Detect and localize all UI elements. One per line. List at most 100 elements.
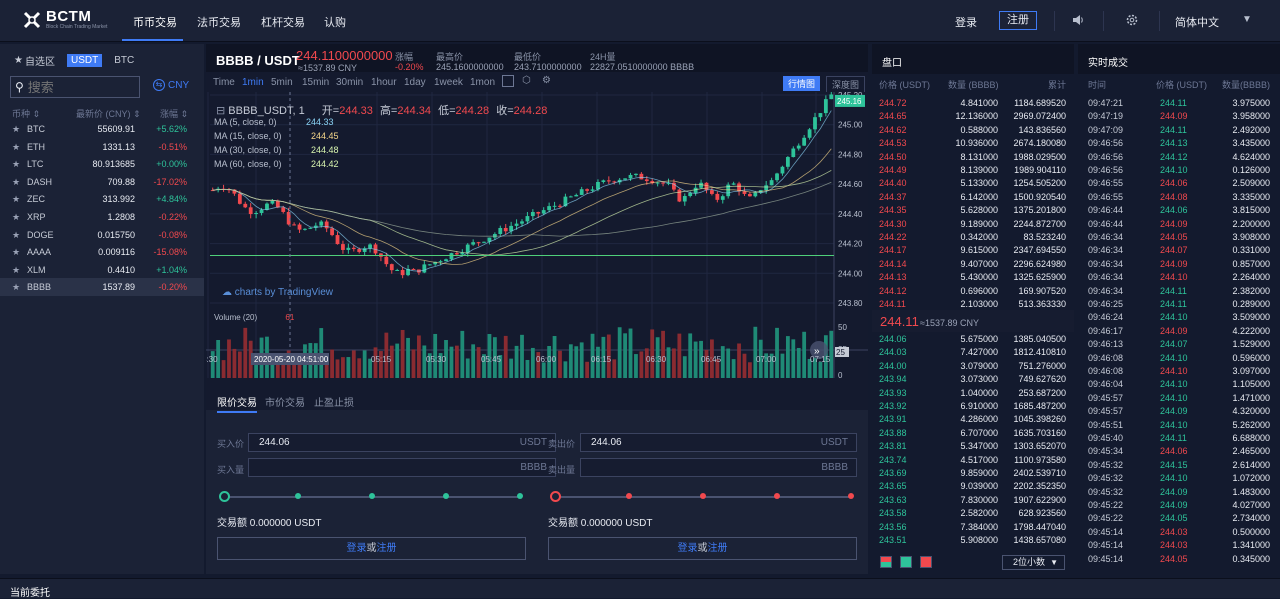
- book-bids-icon[interactable]: [900, 556, 912, 568]
- sell-price-field[interactable]: 244.06 USDT: [580, 433, 857, 452]
- settings-icon[interactable]: ⚙: [542, 75, 551, 86]
- buy-register-link[interactable]: 注册: [376, 543, 397, 554]
- price-chart[interactable]: 245.20245.00244.80244.60244.40244.20244.…: [206, 92, 868, 390]
- language-select[interactable]: 简体中文: [1175, 17, 1219, 29]
- bid-row[interactable]: 243.63 7.830000 1907.622900: [872, 493, 1074, 506]
- current-orders-title[interactable]: 当前委托: [10, 588, 50, 599]
- buy-slider-knob[interactable]: [219, 491, 230, 502]
- sell-qty-field[interactable]: BBBB: [580, 458, 857, 477]
- interval-1min[interactable]: 1min: [242, 77, 264, 88]
- bid-row[interactable]: 243.69 9.859000 2402.539710: [872, 466, 1074, 479]
- ask-row[interactable]: 244.35 5.628000 1375.201800: [872, 203, 1074, 216]
- ask-row[interactable]: 244.11 2.103000 513.363330: [872, 297, 1074, 310]
- bid-row[interactable]: 244.00 3.079000 751.276000: [872, 359, 1074, 372]
- star-icon[interactable]: ★: [12, 264, 21, 275]
- tab-stop-order[interactable]: 止盈止损: [314, 398, 354, 409]
- buy-slider-dot[interactable]: [295, 493, 301, 499]
- bid-row[interactable]: 243.58 2.582000 628.923560: [872, 506, 1074, 519]
- ask-row[interactable]: 244.72 4.841000 1184.689520: [872, 96, 1074, 109]
- interval-1week[interactable]: 1week: [434, 77, 463, 88]
- ask-row[interactable]: 244.12 0.696000 169.907520: [872, 284, 1074, 297]
- ask-row[interactable]: 244.30 9.189000 2244.872700: [872, 217, 1074, 230]
- column-change[interactable]: 涨幅 ⇕: [160, 109, 189, 119]
- indicator-icon[interactable]: ⬡: [522, 75, 531, 86]
- logo[interactable]: BCTM Block Chain Trading Market: [22, 9, 107, 30]
- tab-btc[interactable]: BTC: [114, 55, 135, 66]
- ask-row[interactable]: 244.13 5.430000 1325.625900: [872, 270, 1074, 283]
- market-row[interactable]: ★ ETH 1331.13 -0.51%: [0, 138, 204, 156]
- sell-slider-dot[interactable]: [774, 493, 780, 499]
- book-asks-icon[interactable]: [920, 556, 932, 568]
- sell-login-button[interactable]: 登录或注册: [548, 537, 857, 560]
- star-icon[interactable]: ★: [12, 212, 21, 222]
- interval-time[interactable]: Time: [213, 77, 235, 88]
- bid-row[interactable]: 243.92 6.910000 1685.487200: [872, 399, 1074, 412]
- bid-row[interactable]: 243.74 4.517000 1100.973580: [872, 453, 1074, 466]
- ask-row[interactable]: 244.50 8.131000 1988.029500: [872, 150, 1074, 163]
- buy-amount-slider[interactable]: [219, 491, 523, 502]
- bid-row[interactable]: 243.65 9.039000 2202.352350: [872, 479, 1074, 492]
- market-row[interactable]: ★ BBBB 1537.89 -0.20%: [0, 278, 204, 296]
- ask-row[interactable]: 244.37 6.142000 1500.920540: [872, 190, 1074, 203]
- decimal-select[interactable]: 2位小数 ▼: [1002, 555, 1065, 570]
- login-link[interactable]: 登录: [955, 17, 977, 29]
- star-icon[interactable]: ★: [12, 124, 21, 134]
- buy-price-field[interactable]: 244.06 USDT: [248, 433, 556, 452]
- nav-item-fiat[interactable]: 法币交易: [197, 17, 241, 29]
- tab-favorites[interactable]: 自选区: [24, 57, 55, 68]
- nav-item-spot[interactable]: 币币交易: [133, 17, 177, 29]
- ask-row[interactable]: 244.62 0.588000 143.836560: [872, 123, 1074, 136]
- nav-item-margin[interactable]: 杠杆交易: [261, 17, 305, 29]
- market-row[interactable]: ★ LTC 80.913685 +0.00%: [0, 155, 204, 173]
- tab-depth-chart[interactable]: 深度图: [826, 76, 866, 93]
- chevron-down-icon[interactable]: ▼: [1242, 14, 1252, 25]
- bid-row[interactable]: 243.51 5.908000 1438.657080: [872, 533, 1074, 546]
- interval-1hour[interactable]: 1hour: [371, 77, 397, 88]
- bid-row[interactable]: 244.03 7.427000 1812.410810: [872, 345, 1074, 358]
- star-icon[interactable]: ★: [12, 282, 21, 293]
- star-icon[interactable]: ★: [12, 176, 21, 187]
- collapse-icon[interactable]: ⊟: [216, 105, 226, 117]
- bid-row[interactable]: 243.88 6.707000 1635.703160: [872, 426, 1074, 439]
- buy-login-button[interactable]: 登录或注册: [217, 537, 526, 560]
- tab-market-chart[interactable]: 行情图: [783, 76, 821, 91]
- tab-usdt[interactable]: USDT: [66, 54, 103, 67]
- nav-item-subscribe[interactable]: 认购: [324, 17, 346, 29]
- sell-slider-dot[interactable]: [848, 493, 854, 499]
- star-icon[interactable]: ★: [14, 55, 23, 66]
- interval-15min[interactable]: 15min: [302, 77, 330, 88]
- search-input[interactable]: [27, 79, 128, 95]
- tradingview-attribution[interactable]: ☁ charts by TradingView: [222, 287, 333, 298]
- book-both-icon[interactable]: [880, 556, 892, 568]
- bid-row[interactable]: 243.56 7.384000 1798.447040: [872, 520, 1074, 533]
- ask-row[interactable]: 244.22 0.342000 83.523240: [872, 230, 1074, 243]
- cny-toggle[interactable]: ⇆ CNY: [153, 79, 189, 91]
- ask-row[interactable]: 244.53 10.936000 2674.180080: [872, 136, 1074, 149]
- tab-limit-order[interactable]: 限价交易: [217, 394, 257, 413]
- column-price[interactable]: 最新价 (CNY) ⇕: [76, 109, 141, 119]
- bid-row[interactable]: 243.91 4.286000 1045.398260: [872, 412, 1074, 425]
- sell-login-link[interactable]: 登录: [677, 543, 698, 554]
- tab-market-order[interactable]: 市价交易: [265, 398, 305, 409]
- scroll-to-latest-button[interactable]: [810, 341, 828, 359]
- market-row[interactable]: ★ BTC 55609.91 +5.62%: [0, 120, 204, 138]
- star-icon[interactable]: ★: [12, 247, 21, 258]
- bid-row[interactable]: 244.06 5.675000 1385.040500: [872, 332, 1074, 345]
- market-row[interactable]: ★ XRP 1.2808 -0.22%: [0, 208, 204, 226]
- buy-slider-dot[interactable]: [517, 493, 523, 499]
- sell-slider-dot[interactable]: [626, 493, 632, 499]
- buy-qty-field[interactable]: BBBB: [248, 458, 556, 477]
- ask-row[interactable]: 244.40 5.133000 1254.505200: [872, 176, 1074, 189]
- register-button[interactable]: 注册: [999, 11, 1037, 30]
- bid-row[interactable]: 243.94 3.073000 749.627620: [872, 372, 1074, 385]
- market-row[interactable]: ★ DASH 709.88 -17.02%: [0, 173, 204, 191]
- buy-slider-dot[interactable]: [443, 493, 449, 499]
- chart-type-icon[interactable]: [502, 75, 514, 87]
- sell-slider-knob[interactable]: [550, 491, 561, 502]
- star-icon[interactable]: ★: [12, 229, 21, 240]
- speaker-icon[interactable]: [1070, 13, 1086, 29]
- market-row[interactable]: ★ AAAA 0.009116 -15.08%: [0, 243, 204, 261]
- interval-1mon[interactable]: 1mon: [470, 77, 496, 88]
- ask-row[interactable]: 244.49 8.139000 1989.904110: [872, 163, 1074, 176]
- star-icon[interactable]: ★: [12, 159, 21, 170]
